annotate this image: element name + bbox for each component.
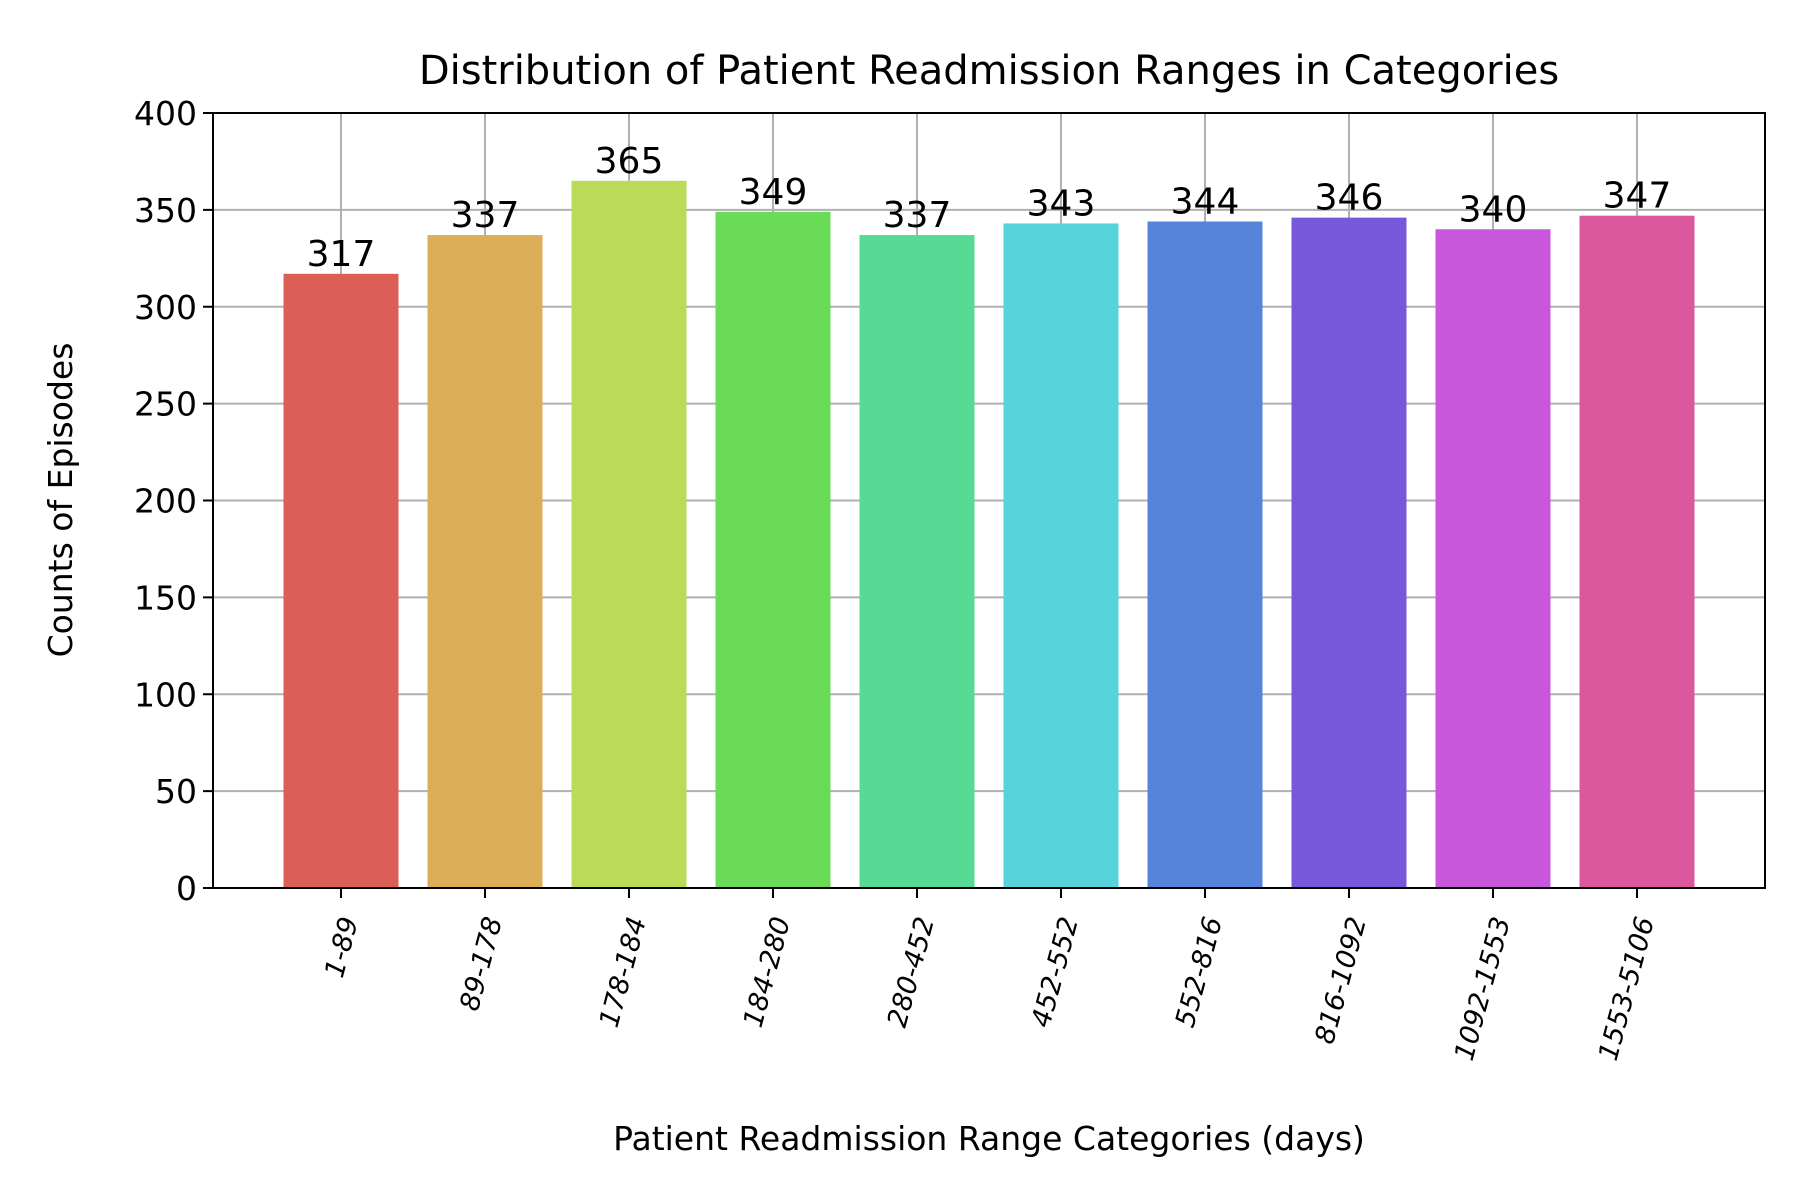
data-label: 337 — [451, 195, 520, 236]
data-label: 365 — [595, 141, 664, 182]
bar-1092-1553 — [1435, 229, 1551, 888]
x-tick-label: 1553-5106 — [1593, 914, 1661, 1064]
y-axis-label: Counts of Episodes — [41, 343, 80, 658]
bar-816-1092 — [1291, 217, 1407, 888]
data-labels: 317 337 365 349 337 343 344 346 340 347 — [307, 141, 1672, 275]
bar-184-280 — [715, 211, 831, 888]
chart-title: Distribution of Patient Readmission Rang… — [419, 48, 1559, 94]
y-tick-label: 150 — [134, 578, 197, 617]
x-axis-ticks: 1-89 89-178 178-184 184-280 280-452 452-552 55… — [319, 888, 1661, 1064]
bar-1553-5106 — [1579, 215, 1695, 888]
x-tick-label: 1092-1553 — [1449, 914, 1517, 1064]
y-axis-ticks: 0 50 100 150 200 250 300 350 400 — [134, 94, 213, 908]
bar-552-816 — [1147, 221, 1263, 888]
bar-280-452 — [859, 235, 975, 888]
y-tick-label: 350 — [134, 191, 197, 230]
bars — [283, 180, 1695, 888]
data-label: 347 — [1603, 176, 1672, 217]
x-tick-label: 89-178 — [454, 914, 509, 1014]
data-label: 317 — [307, 234, 376, 275]
data-label: 344 — [1171, 182, 1240, 223]
bar-89-178 — [427, 235, 543, 888]
x-tick-label: 552-816 — [1170, 914, 1229, 1031]
data-label: 343 — [1027, 183, 1096, 224]
x-tick-label: 1-89 — [319, 914, 365, 981]
y-tick-label: 300 — [134, 288, 197, 327]
x-tick-label: 816-1092 — [1309, 914, 1373, 1048]
y-tick-label: 50 — [155, 772, 197, 811]
data-label: 337 — [883, 195, 952, 236]
x-tick-label: 280-452 — [882, 914, 941, 1031]
y-tick-label: 400 — [134, 94, 197, 133]
x-tick-label: 184-280 — [738, 914, 797, 1031]
data-label: 349 — [739, 172, 808, 213]
bar-1-89 — [283, 273, 399, 888]
y-tick-label: 100 — [134, 675, 197, 714]
bar-452-552 — [1003, 223, 1119, 888]
x-tick-label: 452-552 — [1026, 914, 1085, 1031]
y-tick-label: 250 — [134, 385, 197, 424]
x-axis-label: Patient Readmission Range Categories (da… — [613, 1119, 1365, 1158]
data-label: 340 — [1459, 189, 1528, 230]
y-tick-label: 0 — [176, 869, 197, 908]
x-tick-label: 178-184 — [594, 914, 653, 1031]
data-label: 346 — [1315, 178, 1384, 219]
bar-178-184 — [571, 180, 687, 888]
y-tick-label: 200 — [134, 482, 197, 521]
